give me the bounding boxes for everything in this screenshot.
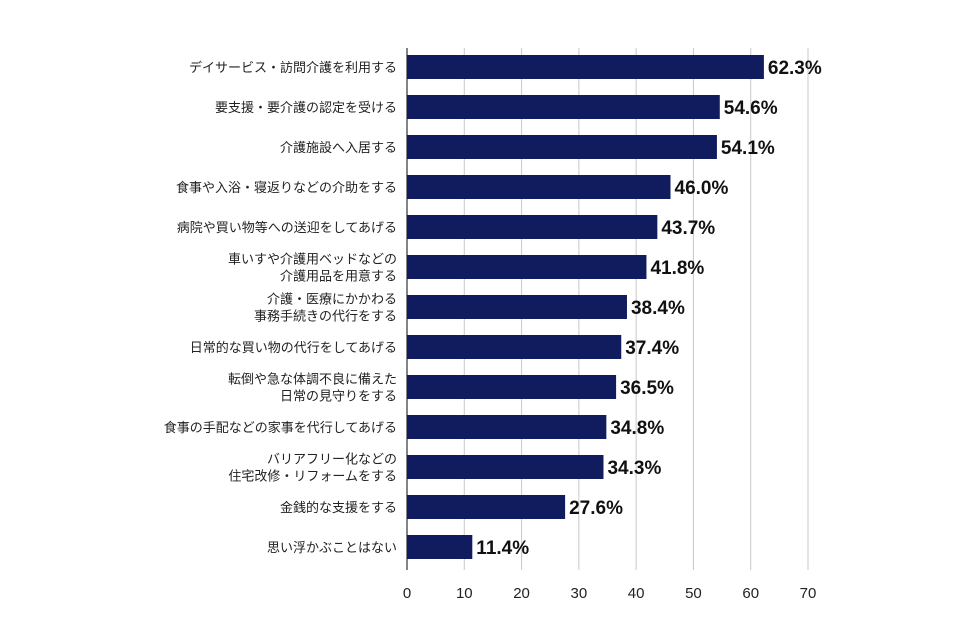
data-label: 11.4% [476,538,529,559]
data-label: 46.0% [675,178,729,199]
data-label: 54.1% [721,138,775,159]
bar [407,95,720,119]
category-label: 食事や入浴・寝返りなどの介助をする [176,180,397,196]
x-tick-label: 30 [571,585,588,602]
x-tick-label: 10 [456,585,473,602]
x-tick-label: 20 [513,585,530,602]
bar [407,55,764,79]
bar [407,135,717,159]
bar [407,215,658,239]
data-label: 41.8% [650,258,704,279]
x-tick-label: 50 [685,585,702,602]
data-label: 43.7% [661,218,715,239]
category-label: 病院や買い物等への送迎をしてあげる [177,220,397,236]
category-label: 思い浮かぶことはない [267,541,397,556]
x-tick-label: 40 [628,585,645,602]
category-label: 介護・医療にかかわる事務手続きの代行をする [254,292,397,325]
category-label: 介護施設へ入居する [280,140,397,156]
category-label: 車いすや介護用ベッドなどの介護用品を用意する [228,252,397,285]
bar [407,175,671,199]
bar [407,415,607,439]
bar [407,375,617,399]
bar [407,295,627,319]
data-label: 36.5% [620,378,674,399]
category-label: 転倒や急な体調不良に備えた日常の見守りをする [228,372,397,405]
data-label: 34.3% [607,458,661,479]
data-label: 54.6% [724,98,778,119]
data-label: 37.4% [625,338,679,359]
category-label: 食事の手配などの家事を代行してあげる [164,420,397,436]
data-label: 62.3% [768,58,822,79]
bar [407,495,566,519]
category-label: 金銭的な支援をする [280,500,397,516]
x-tick-label: 0 [403,585,411,602]
bar [407,455,604,479]
data-label: 38.4% [631,298,685,319]
category-label: バリアフリー化などの住宅改修・リフォームをする [228,453,397,485]
bar [407,535,473,559]
x-tick-label: 60 [742,585,759,602]
bar [407,255,647,279]
x-tick-label: 70 [800,585,817,602]
category-label: 日常的な買い物の代行をしてあげる [190,340,397,356]
data-label: 27.6% [569,498,623,519]
category-label: デイサービス・訪問介護を利用する [189,60,397,76]
category-label: 要支援・要介護の認定を受ける [215,100,397,116]
data-label: 34.8% [610,418,664,439]
bar [407,335,622,359]
